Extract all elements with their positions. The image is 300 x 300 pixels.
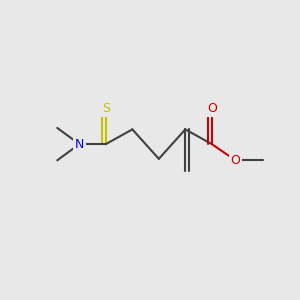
Text: O: O (207, 102, 217, 115)
Text: S: S (102, 102, 110, 115)
Text: O: O (230, 154, 240, 167)
Text: N: N (75, 138, 84, 151)
